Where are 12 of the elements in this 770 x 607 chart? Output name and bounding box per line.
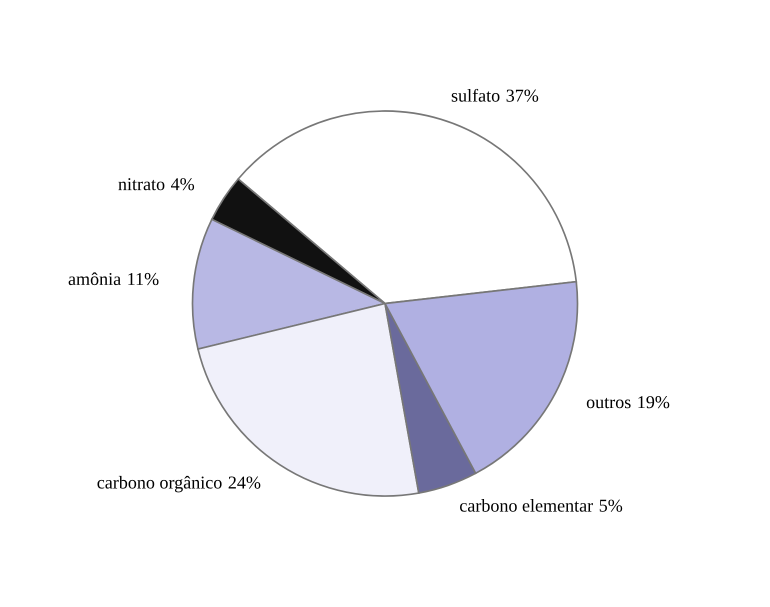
data-label: 19% <box>638 396 670 408</box>
slice-label: carbono elementar <box>460 499 594 512</box>
data-label: 37% <box>506 90 538 102</box>
data-label: 11% <box>128 272 159 286</box>
data-label: 24% <box>228 476 260 489</box>
slice-label: carbono orgânico <box>97 476 222 492</box>
slice-label: amônia <box>68 272 121 286</box>
data-label: 4% <box>170 178 194 190</box>
slice-label: sulfato <box>452 88 500 102</box>
slice-label: outros <box>586 398 631 408</box>
slice-label: nitrato <box>118 178 164 190</box>
data-label: 5% <box>600 500 622 512</box>
